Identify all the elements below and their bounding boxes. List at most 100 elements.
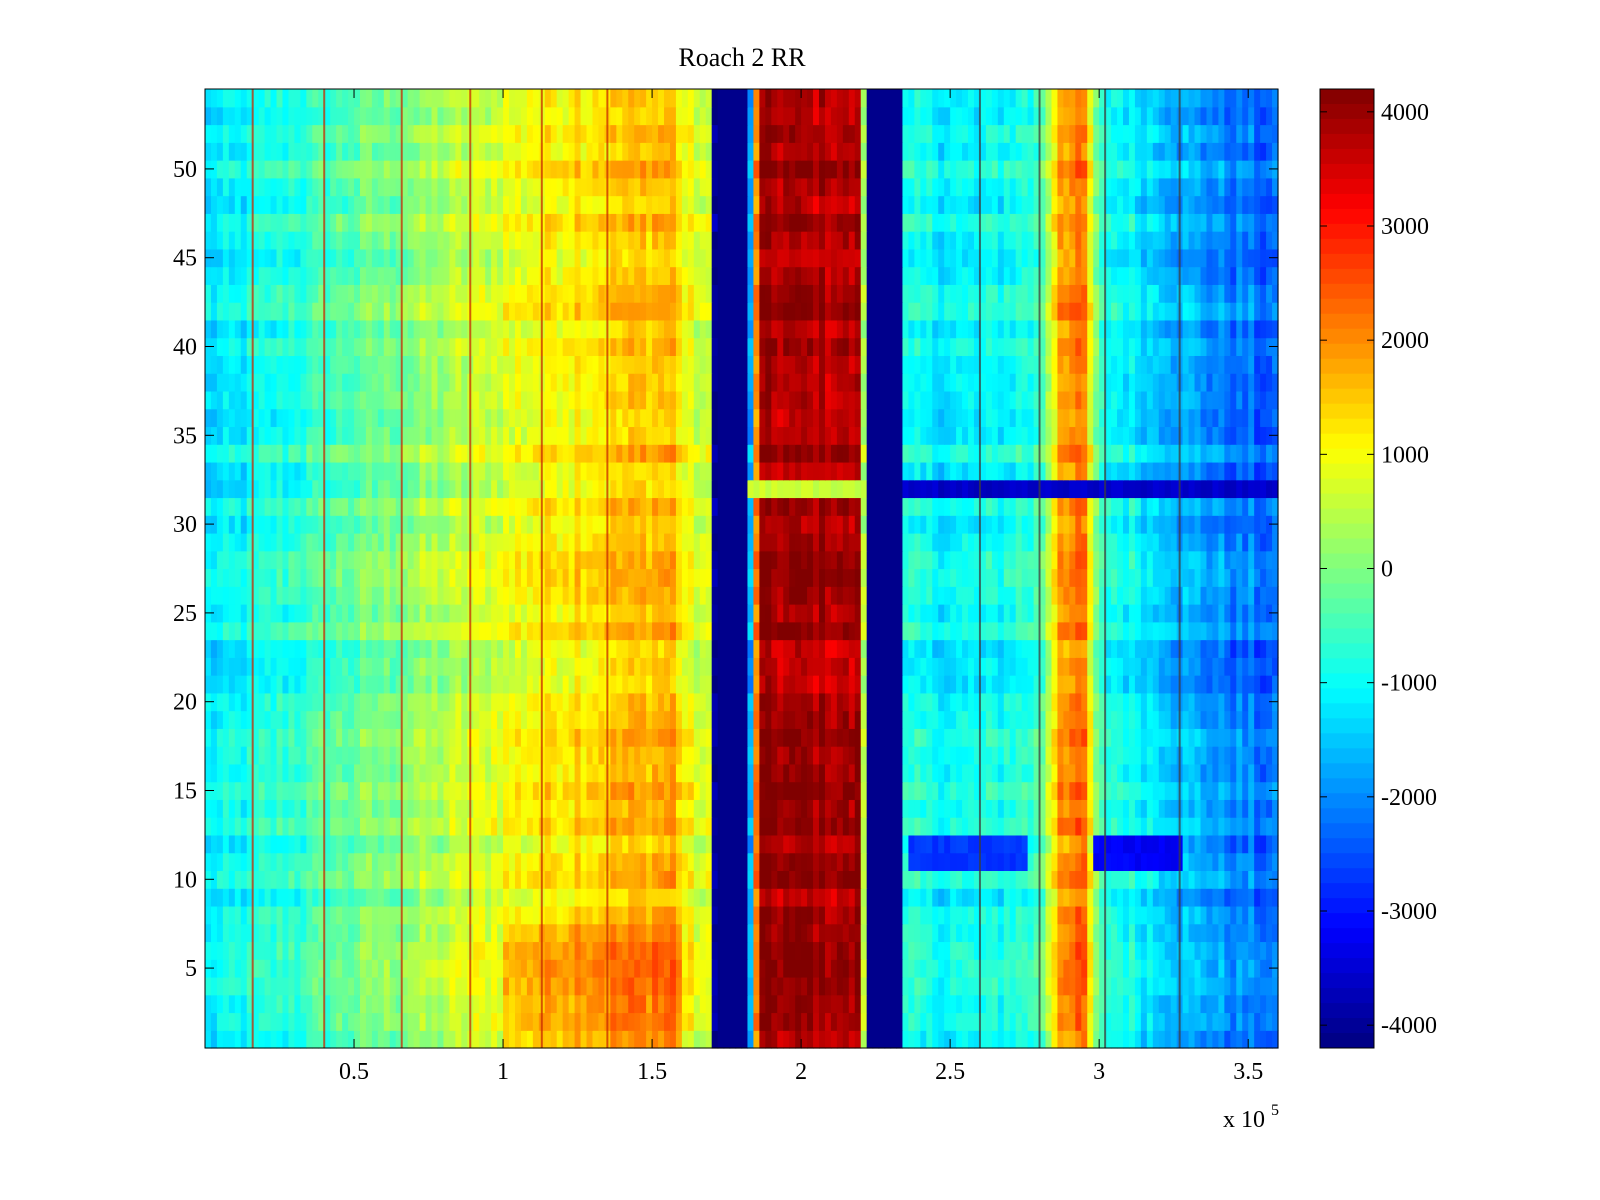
- heatmap-cell: [526, 959, 534, 978]
- heatmap-cell: [520, 621, 528, 641]
- heatmap-cell: [401, 763, 409, 783]
- heatmap-cell: [455, 852, 462, 872]
- heatmap-cell: [1254, 923, 1261, 943]
- heatmap-cell: [1134, 976, 1142, 996]
- heatmap-cell: [1123, 994, 1130, 1014]
- heatmap-cell: [514, 781, 522, 800]
- heatmap-cell: [932, 550, 939, 570]
- heatmap-cell: [1009, 905, 1017, 925]
- heatmap-cell: [783, 923, 790, 943]
- heatmap-cell: [1224, 604, 1231, 623]
- heatmap-cell: [1051, 905, 1059, 925]
- heatmap-cell: [985, 586, 993, 605]
- heatmap-cell: [1081, 586, 1088, 605]
- heatmap-cell: [735, 923, 743, 943]
- heatmap-cell: [1260, 959, 1267, 978]
- heatmap-cell: [514, 746, 522, 765]
- heatmap-cell: [723, 834, 731, 854]
- heatmap-cell: [389, 781, 397, 800]
- heatmap-cell: [747, 923, 755, 943]
- heatmap-cell: [318, 657, 325, 676]
- heatmap-cell: [890, 710, 898, 729]
- heatmap-cell: [836, 870, 844, 889]
- heatmap-cell: [1212, 621, 1219, 641]
- heatmap-cell: [503, 675, 510, 694]
- heatmap-cell: [699, 728, 707, 747]
- heatmap-cell: [324, 1012, 331, 1031]
- heatmap-cell: [640, 781, 647, 800]
- heatmap-cell: [526, 941, 534, 960]
- heatmap-cell: [1188, 905, 1196, 925]
- heatmap-cell: [407, 888, 415, 907]
- heatmap-cell: [544, 888, 552, 907]
- heatmap-cell: [693, 870, 701, 889]
- heatmap-cell: [407, 994, 415, 1014]
- heatmap-cell: [1087, 639, 1094, 658]
- heatmap-cell: [413, 905, 421, 925]
- heatmap-cell: [252, 657, 260, 676]
- heatmap-cell: [1146, 941, 1154, 960]
- heatmap-cell: [216, 692, 224, 712]
- heatmap-cell: [687, 852, 695, 872]
- heatmap-cell: [258, 888, 266, 907]
- heatmap-cell: [300, 639, 307, 658]
- heatmap-cell: [807, 710, 814, 729]
- heatmap-cell: [592, 728, 600, 747]
- heatmap-cell: [1260, 586, 1267, 605]
- heatmap-cell: [753, 941, 760, 960]
- heatmap-cell: [693, 763, 701, 783]
- heatmap-cell: [509, 604, 516, 623]
- heatmap-cell: [348, 941, 355, 960]
- heatmap-cell: [1272, 834, 1279, 854]
- heatmap-cell: [556, 781, 564, 800]
- heatmap-cell: [938, 568, 945, 587]
- heatmap-cell: [878, 710, 886, 729]
- heatmap-cell: [938, 746, 945, 765]
- heatmap-cell: [908, 888, 915, 907]
- heatmap-cell: [1128, 959, 1136, 978]
- heatmap-cell: [365, 710, 373, 729]
- heatmap-cell: [318, 1030, 325, 1049]
- heatmap-cell: [1146, 888, 1154, 907]
- heatmap-cell: [842, 728, 850, 747]
- heatmap-cell: [1194, 799, 1202, 818]
- heatmap-cell: [359, 1012, 367, 1031]
- heatmap-cell: [342, 888, 349, 907]
- heatmap-cell: [431, 550, 439, 570]
- heatmap-cell: [550, 923, 558, 943]
- heatmap-cell: [348, 994, 355, 1014]
- heatmap-cell: [658, 923, 665, 943]
- heatmap-cell: [1117, 604, 1124, 623]
- heatmap-cell: [1236, 817, 1243, 836]
- heatmap-cell: [485, 959, 492, 978]
- heatmap-cell: [425, 746, 433, 765]
- heatmap-cell: [312, 657, 319, 676]
- heatmap-cell: [1140, 657, 1148, 676]
- heatmap-cell: [1051, 834, 1059, 854]
- heatmap-cell: [234, 692, 242, 712]
- heatmap-cell: [622, 621, 629, 641]
- heatmap-cell: [1146, 959, 1154, 978]
- heatmap-cell: [848, 799, 856, 818]
- heatmap-cell: [437, 870, 445, 889]
- heatmap-cell: [216, 941, 224, 960]
- heatmap-cell: [747, 888, 755, 907]
- heatmap-cell: [973, 568, 981, 587]
- heatmap-cell: [1230, 834, 1237, 854]
- heatmap-cell: [1057, 781, 1064, 800]
- heatmap-cell: [777, 710, 784, 729]
- heatmap-cell: [431, 657, 439, 676]
- heatmap-cell: [526, 799, 534, 818]
- heatmap-cell: [1254, 621, 1261, 641]
- heatmap-cell: [890, 1030, 898, 1049]
- heatmap-cell: [1134, 994, 1142, 1014]
- heatmap-cell: [568, 657, 576, 676]
- heatmap-cell: [997, 604, 1005, 623]
- heatmap-cell: [419, 905, 427, 925]
- heatmap-cell: [365, 728, 373, 747]
- heatmap-cell: [1260, 852, 1267, 872]
- heatmap-cell: [1069, 657, 1076, 676]
- heatmap-cell: [473, 905, 480, 925]
- heatmap-cell: [443, 959, 450, 978]
- heatmap-cell: [747, 959, 755, 978]
